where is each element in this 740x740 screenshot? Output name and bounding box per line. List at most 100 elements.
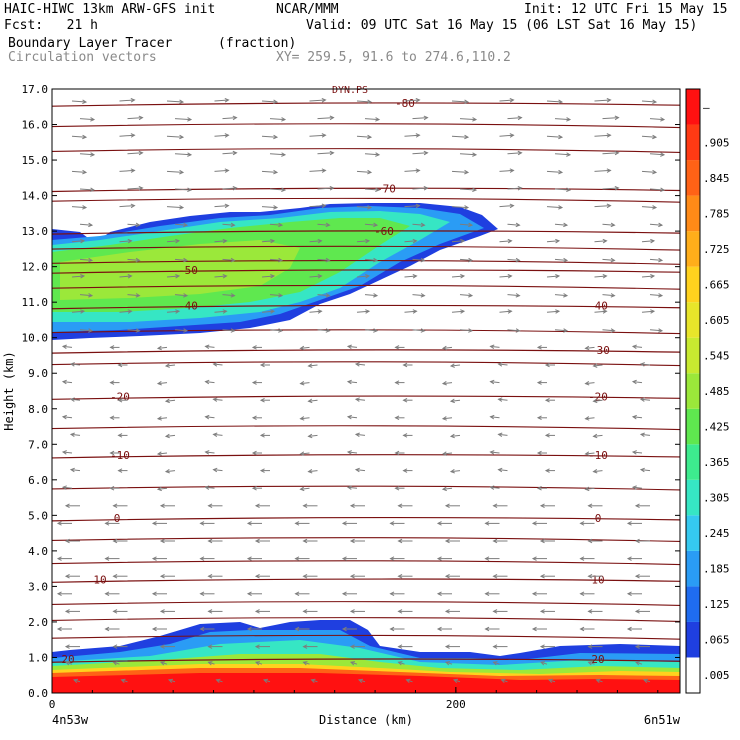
wind-vector-head: [639, 467, 645, 473]
wind-vector-head: [88, 328, 94, 333]
wind-vector: [157, 417, 168, 420]
wind-vector-head: [88, 222, 94, 228]
wind-vector: [165, 434, 176, 437]
wind-vector-head: [579, 591, 585, 597]
contour-label: 20: [61, 653, 74, 666]
wind-vector-head: [357, 678, 364, 684]
wind-vector-head: [254, 538, 260, 544]
wind-vector: [71, 100, 87, 103]
wind-vector: [507, 187, 522, 190]
contour-label: 0: [114, 512, 121, 525]
wind-vector: [459, 188, 477, 191]
wind-vector-head: [175, 238, 181, 244]
wind-vector: [308, 434, 318, 437]
wind-vector: [490, 416, 500, 419]
wind-vector: [649, 118, 665, 121]
y-tick-label: 7.0: [28, 438, 48, 451]
contour-label: 10: [93, 573, 106, 586]
wind-vector-head: [397, 573, 403, 579]
wind-vector-head: [69, 362, 75, 367]
wind-vector: [309, 240, 322, 243]
wind-vector-head: [634, 661, 641, 666]
wind-vector-head: [415, 97, 421, 103]
wind-vector-head: [130, 97, 136, 103]
wind-vector-head: [412, 309, 418, 314]
wind-vector: [119, 240, 132, 243]
wind-vector-head: [262, 678, 269, 684]
wind-vector-head: [547, 678, 554, 684]
wind-vector: [165, 364, 176, 367]
wind-vector-head: [278, 328, 284, 333]
wind-vector-head: [558, 134, 564, 140]
wind-vector: [490, 381, 500, 384]
wind-vector-head: [489, 450, 495, 455]
contour-label: -80: [395, 97, 415, 110]
wind-vector-head: [489, 379, 495, 385]
wind-vector-head: [254, 573, 260, 579]
wind-vector: [174, 223, 188, 226]
wind-vector-head: [254, 661, 261, 666]
wind-vector-head: [179, 99, 185, 105]
wind-vector: [594, 169, 611, 172]
wind-vector-head: [254, 503, 260, 509]
wind-vector-head: [281, 187, 287, 193]
y-tick-label: 9.0: [28, 367, 48, 380]
wind-vector: [261, 135, 278, 138]
wind-vector-head: [415, 203, 421, 209]
colorbar-swatch: [686, 479, 700, 516]
wind-vector-head: [365, 309, 371, 314]
colorbar-label: .665: [703, 278, 730, 291]
wind-vector-head: [321, 168, 327, 173]
wind-vector-head: [509, 133, 515, 138]
wind-vector-head: [179, 169, 185, 175]
wind-vector-head: [484, 521, 490, 526]
wind-vector-head: [130, 203, 136, 209]
wind-vector-head: [652, 169, 658, 175]
wind-vector: [79, 329, 93, 332]
wind-vector-head: [82, 205, 88, 210]
wind-vector-head: [517, 115, 523, 121]
wind-vector-head: [204, 414, 210, 420]
wind-vector-head: [224, 97, 230, 103]
wind-vector: [499, 99, 514, 102]
wind-vector-head: [294, 591, 300, 597]
wind-vector: [261, 275, 275, 278]
wind-vector: [166, 170, 184, 173]
wind-vector-head: [412, 238, 418, 244]
wind-vector: [442, 452, 453, 455]
wind-vector: [364, 188, 380, 191]
wind-vector-head: [199, 626, 205, 632]
colorbar-swatch: [686, 231, 700, 267]
xy-coordinates: XY= 259.5, 91.6 to 274.6,110.2: [276, 50, 511, 65]
wind-vector: [79, 188, 95, 191]
wind-vector: [222, 258, 235, 261]
wind-vector: [554, 223, 568, 226]
wind-vector-head: [658, 293, 664, 298]
wind-vector-head: [563, 222, 569, 228]
wind-vector: [127, 152, 143, 155]
wind-vector-head: [329, 115, 335, 121]
wind-vector-head: [563, 293, 569, 298]
wind-vector: [70, 398, 81, 401]
wind-vector-head: [64, 573, 70, 579]
wind-vector-head: [325, 257, 331, 263]
colorbar-label: .845: [703, 172, 730, 185]
wind-vector: [308, 470, 318, 473]
contour-label: -60: [374, 225, 394, 238]
wind-vector: [119, 134, 135, 137]
wind-vector-head: [61, 379, 67, 385]
wind-vector-head: [69, 432, 75, 438]
wind-vector-head: [507, 309, 513, 314]
contour-label: -10: [588, 449, 608, 462]
wind-vector-head: [492, 538, 498, 544]
wind-vector: [554, 153, 571, 156]
wind-vector: [640, 398, 651, 401]
wind-vector-head: [515, 293, 521, 298]
y-tick-label: 17.0: [22, 83, 49, 96]
wind-vector-head: [159, 538, 165, 544]
wind-vector-head: [135, 257, 141, 263]
wind-vector-head: [367, 134, 373, 140]
wind-vector-head: [584, 380, 590, 386]
wind-vector: [356, 100, 372, 103]
wind-vector-head: [61, 450, 67, 455]
